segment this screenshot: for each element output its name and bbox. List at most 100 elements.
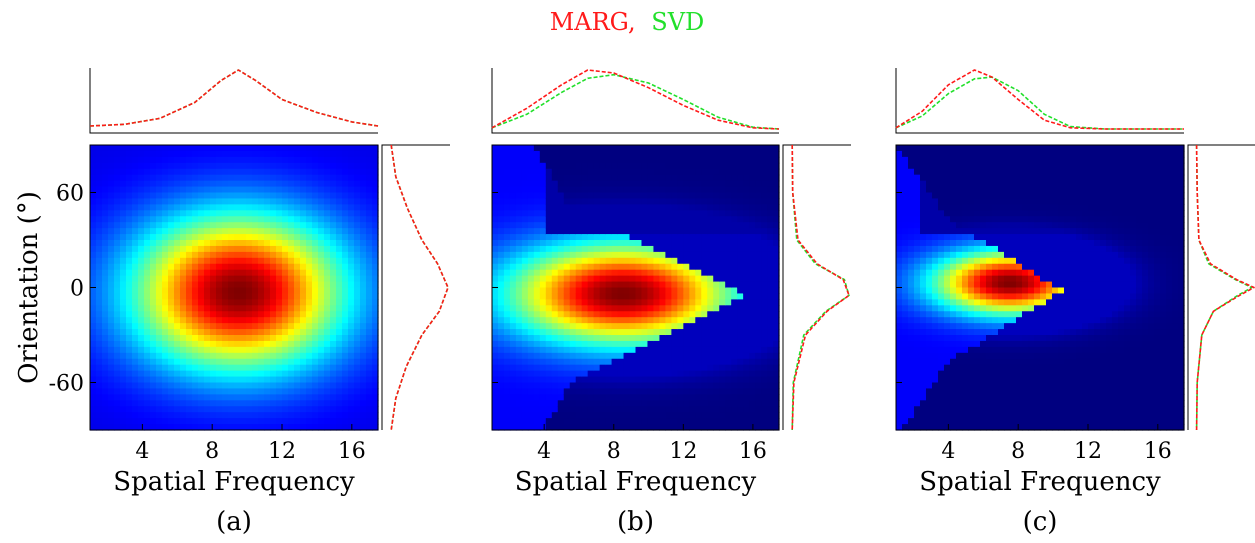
heatmap-cell xyxy=(659,186,666,194)
heatmap-cell xyxy=(593,269,601,277)
heatmap-cell xyxy=(324,245,331,253)
heatmap-cell xyxy=(252,340,259,348)
heatmap-cell xyxy=(156,222,163,229)
heatmap-cell xyxy=(354,382,361,390)
heatmap-cell xyxy=(713,388,720,395)
heatmap-cell xyxy=(707,234,714,241)
heatmap-cell xyxy=(497,364,505,372)
heatmap-cell xyxy=(252,263,259,271)
heatmap-cell xyxy=(932,287,939,295)
heatmap-cell xyxy=(920,287,927,295)
heatmap-cell xyxy=(324,192,331,200)
heatmap-cell xyxy=(926,340,933,348)
heatmap-cell xyxy=(114,382,121,390)
heatmap-cell xyxy=(914,364,921,372)
heatmap-cell xyxy=(767,358,774,366)
heatmap-cell xyxy=(707,263,714,271)
heatmap-cell xyxy=(539,204,547,211)
heatmap-cell xyxy=(545,275,553,283)
heatmap-cell xyxy=(701,335,708,342)
heatmap-cell xyxy=(360,311,367,318)
heatmap-cell xyxy=(563,424,571,431)
heatmap-cell xyxy=(749,216,756,223)
heatmap-cell xyxy=(503,329,511,336)
heatmap-cell xyxy=(539,311,547,318)
heatmap-cell xyxy=(204,180,211,188)
heatmap-cell xyxy=(599,394,607,401)
heatmap-cell xyxy=(671,287,678,295)
heatmap-cell xyxy=(707,186,714,194)
heatmap-cell xyxy=(114,198,121,205)
heatmap-cell xyxy=(162,293,169,300)
heatmap-cell xyxy=(252,293,259,300)
heatmap-cell xyxy=(222,311,229,318)
heatmap-cell xyxy=(114,311,121,318)
heatmap-cell xyxy=(306,180,313,188)
heatmap-cell xyxy=(773,346,780,354)
heatmap-cell xyxy=(144,228,151,235)
heatmap-cell xyxy=(617,234,625,241)
heatmap-cell xyxy=(755,240,762,247)
heatmap-cell xyxy=(497,245,505,253)
heatmap-cell xyxy=(330,424,337,431)
heatmap-cell xyxy=(204,311,211,318)
heatmap-cell xyxy=(914,168,921,176)
heatmap-cell xyxy=(749,293,756,300)
heatmap-cell xyxy=(635,406,643,413)
heatmap-cell xyxy=(725,412,732,419)
heatmap-cell xyxy=(156,257,163,265)
heatmap-cell xyxy=(629,335,637,342)
heatmap-cell xyxy=(683,204,690,211)
heatmap-cell xyxy=(545,370,553,378)
heatmap-cell xyxy=(144,287,151,295)
heatmap-cell xyxy=(270,186,277,194)
heatmap-cell xyxy=(372,150,379,158)
heatmap-cell xyxy=(318,156,325,164)
heatmap-cell xyxy=(665,340,672,348)
heatmap-cell xyxy=(701,204,708,211)
heatmap-cell xyxy=(336,174,343,182)
heatmap-cell xyxy=(623,287,631,295)
heatmap-cell xyxy=(192,346,199,354)
heatmap-cell xyxy=(659,216,666,223)
heatmap-cell xyxy=(611,346,619,354)
heatmap-cell xyxy=(731,311,738,318)
heatmap-cell xyxy=(234,204,241,211)
heatmap-cell xyxy=(162,245,169,253)
heatmap-cell xyxy=(342,400,349,407)
heatmap-cell xyxy=(611,406,619,413)
heatmap-cell xyxy=(551,299,559,306)
heatmap-cell xyxy=(240,150,247,158)
heatmap-cell xyxy=(587,358,595,366)
heatmap-cell xyxy=(114,376,121,384)
heatmap-cell xyxy=(914,293,921,300)
heatmap-cell xyxy=(180,210,187,217)
heatmap-cell xyxy=(294,382,301,390)
heatmap-cell xyxy=(294,204,301,211)
heatmap-cell xyxy=(246,168,253,176)
heatmap-cell xyxy=(515,180,523,188)
heatmap-cell xyxy=(515,293,523,300)
heatmap-cell xyxy=(252,240,259,247)
heatmap-cell xyxy=(96,382,103,390)
heatmap-cell xyxy=(515,394,523,401)
heatmap-cell xyxy=(569,418,577,425)
heatmap-cell xyxy=(707,222,714,229)
heatmap-cell xyxy=(240,352,247,360)
heatmap-cell xyxy=(617,198,625,205)
heatmap-cell xyxy=(761,358,768,366)
heatmap-cell xyxy=(617,400,625,407)
heatmap-cell xyxy=(593,204,601,211)
heatmap-cell xyxy=(629,382,637,390)
heatmap-cell xyxy=(156,376,163,384)
heatmap-cell xyxy=(144,388,151,395)
heatmap-cell xyxy=(707,198,714,205)
heatmap-cell xyxy=(138,186,145,194)
heatmap-cell xyxy=(629,228,637,235)
heatmap-cell xyxy=(198,376,205,384)
heatmap-cell xyxy=(515,329,523,336)
heatmap-cell xyxy=(533,186,541,194)
heatmap-cell xyxy=(132,329,139,336)
heatmap-cell xyxy=(270,269,277,277)
heatmap-cell xyxy=(210,305,217,312)
